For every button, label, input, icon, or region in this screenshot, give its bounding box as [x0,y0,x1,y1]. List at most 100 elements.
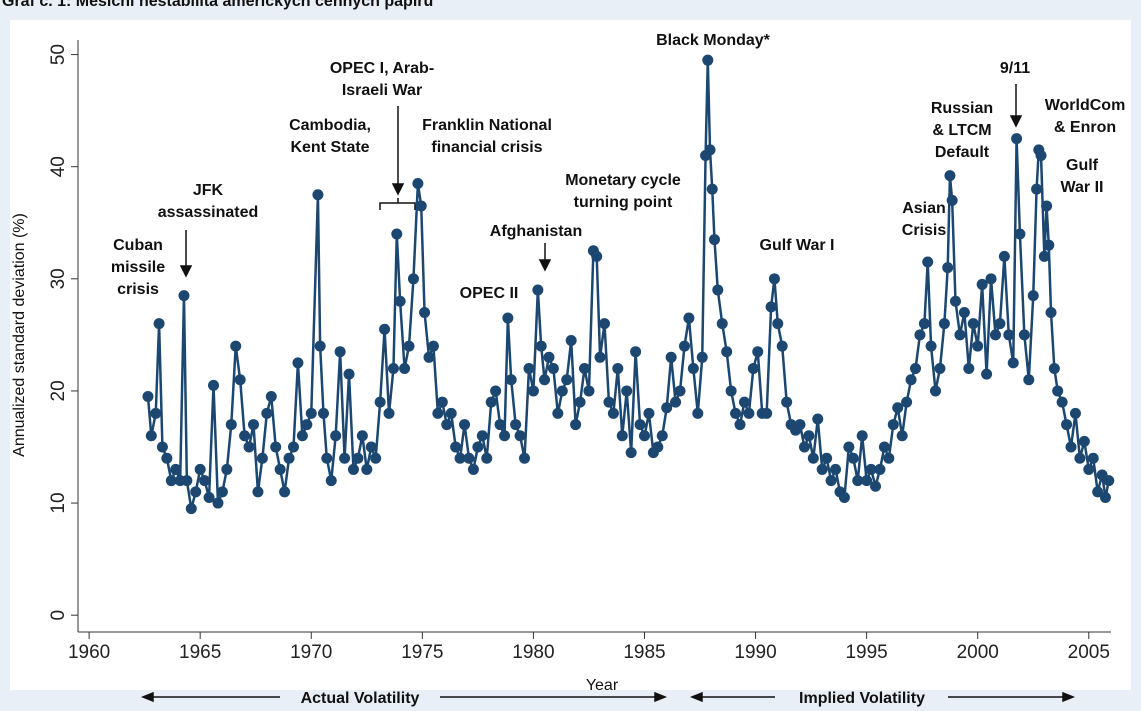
annotation: Kent State [290,139,369,156]
point [938,318,950,330]
point [1056,396,1068,408]
point [830,463,842,475]
x-tick-label: 1990 [734,642,776,663]
point [803,430,815,442]
annotation: JFK [193,182,224,199]
point [743,407,755,419]
point [510,419,522,431]
point [807,452,819,464]
point [716,318,728,330]
y-tick-label: 0 [48,610,69,621]
annotation-arrows [179,84,1023,278]
point [905,374,917,386]
point [441,419,453,431]
point [361,463,373,475]
point [865,463,877,475]
annotation: Asian [902,200,946,217]
point [239,430,251,442]
period-label: Implied Volatility [799,690,925,707]
point [892,402,904,414]
point [161,452,173,464]
point [314,340,326,352]
x-tick-label: 1980 [512,642,554,663]
point [998,250,1010,262]
point [165,475,177,487]
point [412,178,424,190]
point [925,340,937,352]
point [194,463,206,475]
point [738,396,750,408]
point [914,329,926,341]
y-tick-label: 50 [48,44,69,65]
point [472,441,484,453]
point [942,262,954,274]
point [383,407,395,419]
point [476,430,488,442]
point [399,363,411,375]
point [674,385,686,397]
point [394,295,406,307]
point [922,256,934,268]
annotation: crisis [117,281,159,298]
point [347,463,359,475]
point [317,407,329,419]
point [343,368,355,380]
point [579,363,591,375]
point [761,407,773,419]
point [838,491,850,503]
point [678,340,690,352]
point [234,374,246,386]
point [574,396,586,408]
point [230,340,242,352]
point [896,430,908,442]
point [1038,250,1050,262]
point [1045,306,1057,318]
x-axis-label: Year [586,677,619,694]
point [225,419,237,431]
point [494,419,506,431]
point [901,396,913,408]
point [594,351,606,363]
x-tick-label: 1965 [179,642,221,663]
point [949,295,961,307]
point [887,419,899,431]
point [256,452,268,464]
point [270,441,282,453]
point [199,475,211,487]
annotation: Default [935,144,990,161]
annotation: & LTCM [932,122,991,139]
point [481,452,493,464]
point [407,273,419,285]
point [772,318,784,330]
point [450,441,462,453]
annotation: assassinated [158,204,259,221]
point [296,430,308,442]
point [243,441,255,453]
point [153,318,165,330]
point [607,407,619,419]
point [535,340,547,352]
point [708,234,720,246]
point [706,183,718,195]
point [523,363,535,375]
annotation: Russian [931,100,993,117]
point [910,363,922,375]
point [1048,363,1060,375]
point [687,363,699,375]
x-tick-label: 1970 [290,642,332,663]
point [142,391,154,403]
point [630,346,642,358]
point [156,441,168,453]
point [696,351,708,363]
point [305,407,317,419]
point [852,475,864,487]
point [878,441,890,453]
point [1011,133,1023,145]
annotation: Cambodia, [289,117,371,134]
annotation: War II [1061,179,1104,196]
point [821,452,833,464]
point [274,463,286,475]
point [661,402,673,414]
point [334,346,346,358]
